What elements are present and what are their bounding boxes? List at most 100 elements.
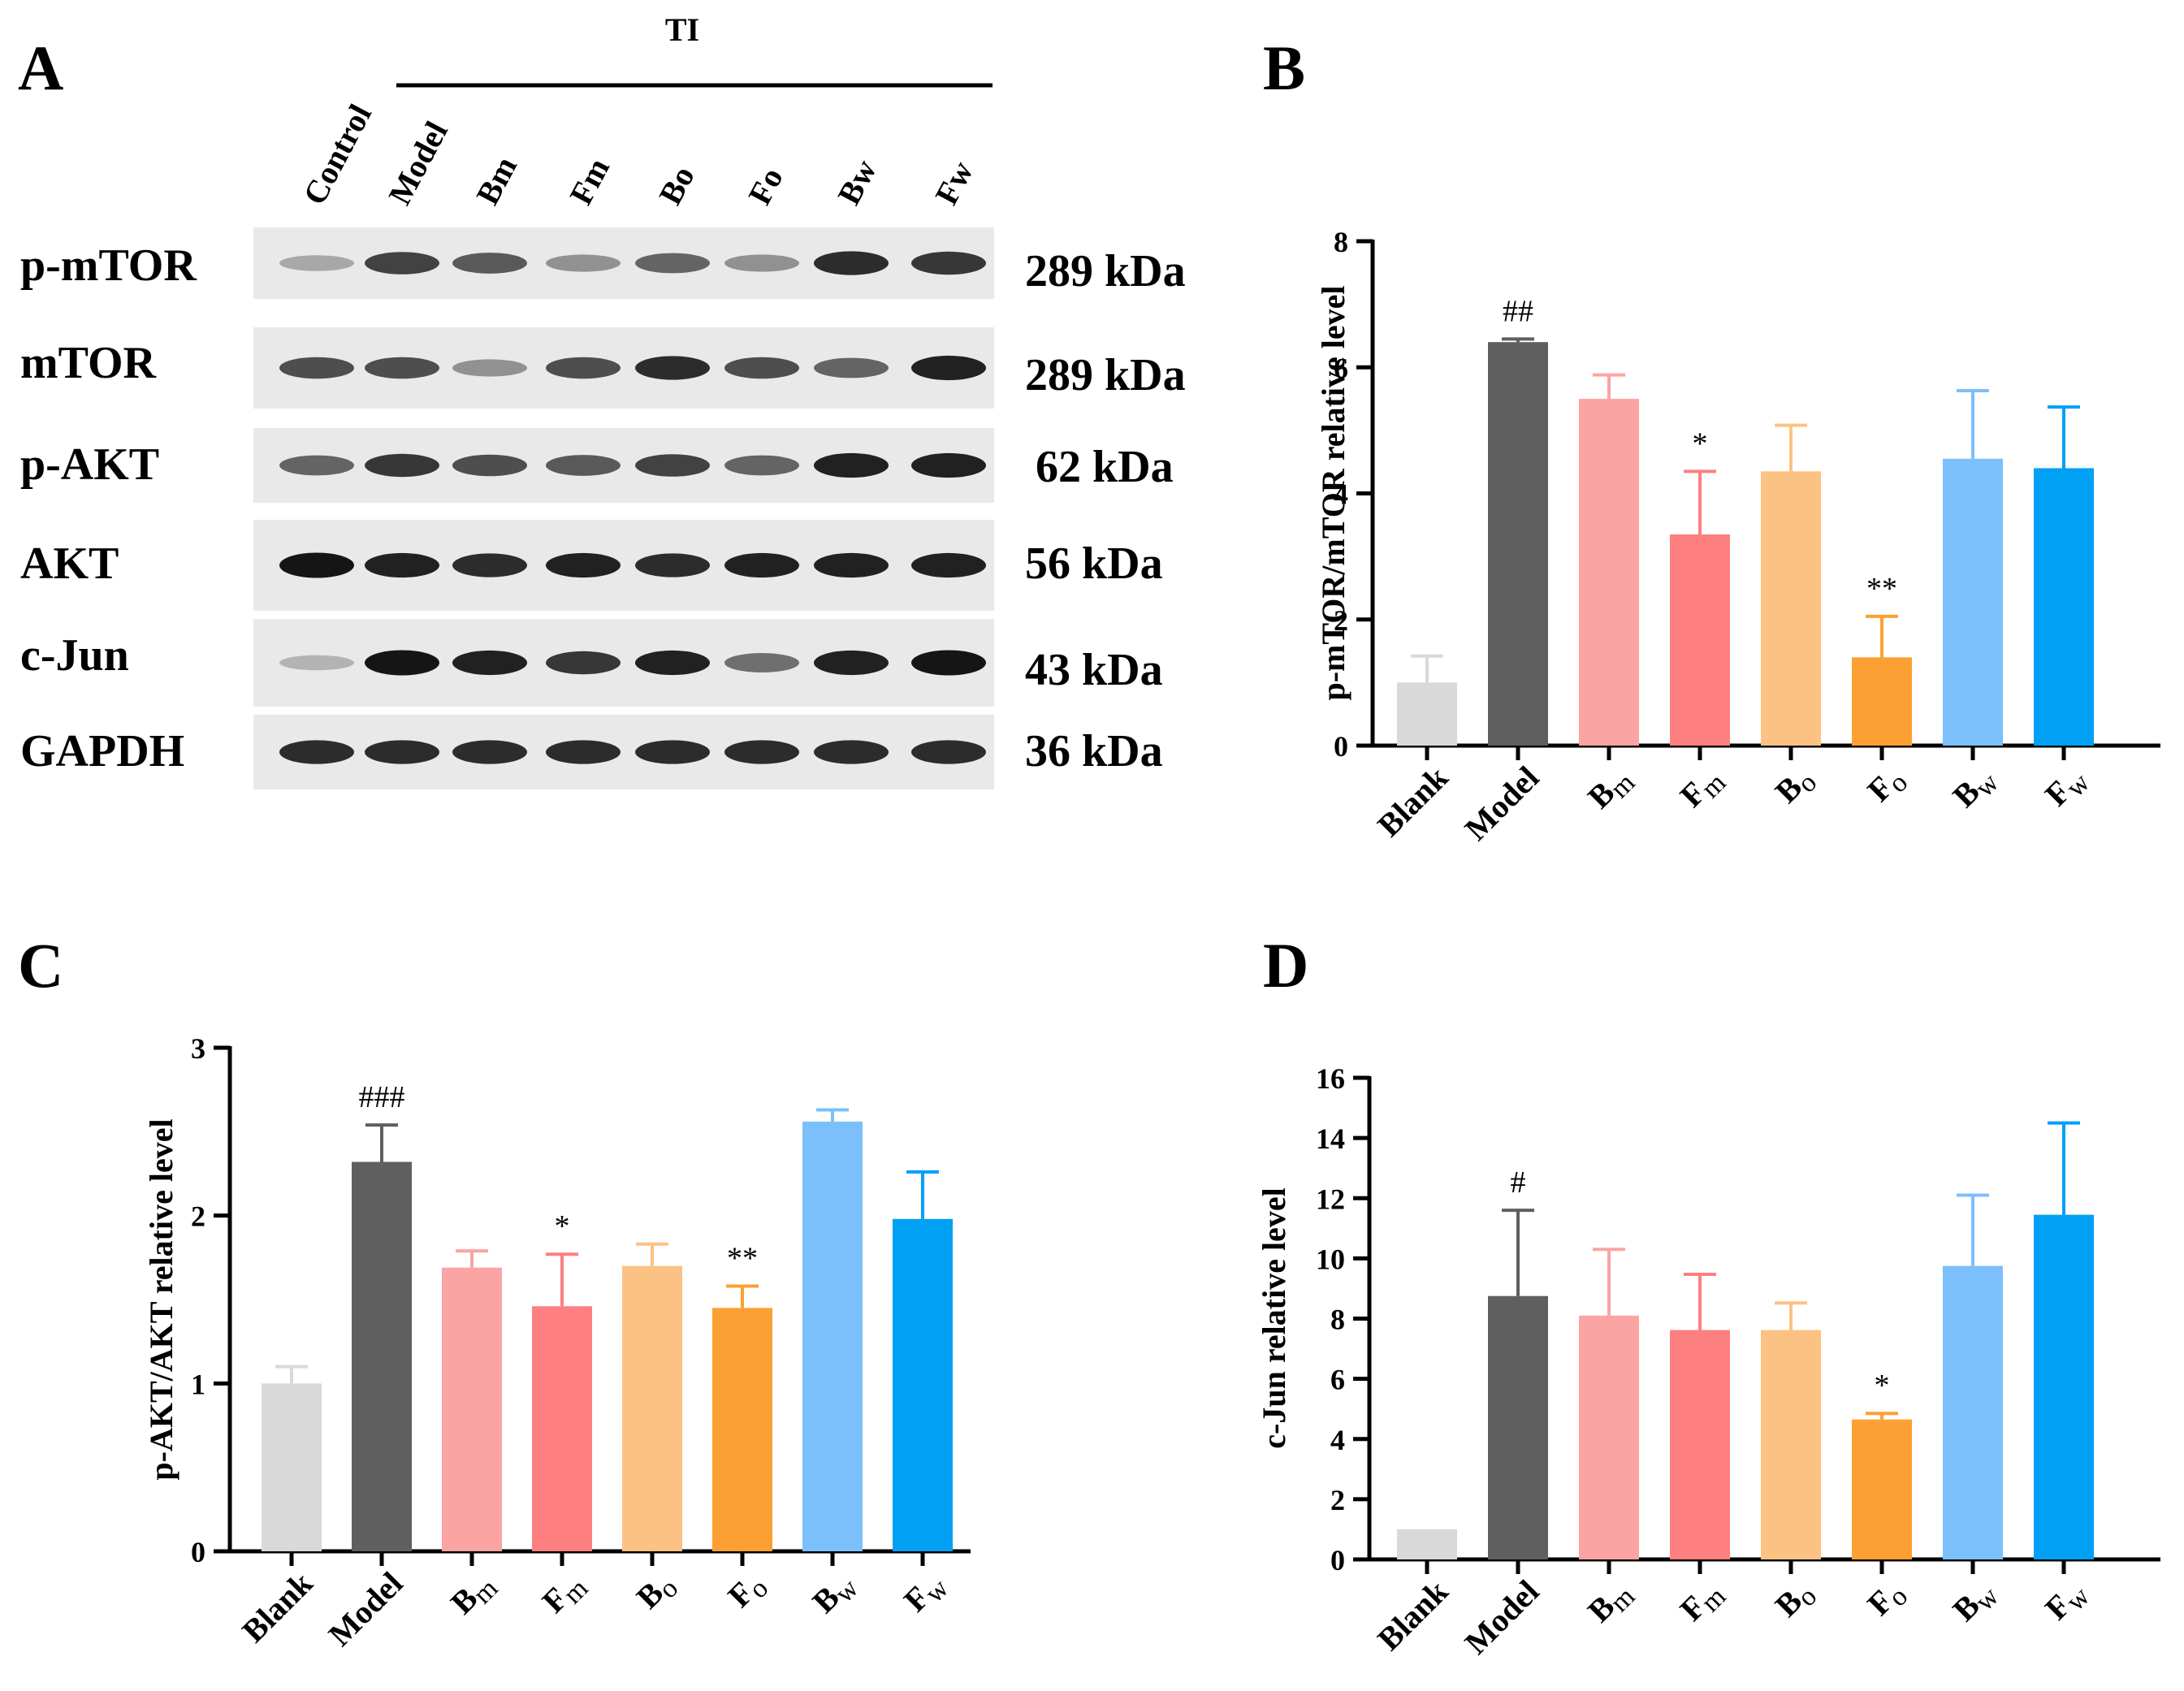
blot-row-p-akt: p-AKT 62 kDa (20, 428, 1174, 503)
band-fm (546, 651, 621, 675)
x-label-bw: Bw (1945, 1572, 2005, 1632)
protein-label: p-mTOR (20, 240, 197, 291)
band-fm (546, 740, 621, 764)
x-label-blank: Blank (235, 1564, 320, 1650)
band-bw (814, 357, 889, 378)
x-label-model: Model (1458, 1573, 1546, 1662)
x-label-fm: Fm (535, 1565, 595, 1624)
bar-bm (1579, 1315, 1639, 1559)
y-tick-label: 6 (1330, 1364, 1345, 1396)
lane-label-bw: Bw (830, 154, 884, 210)
blot-row-c-jun: c-Jun 43 kDa (20, 619, 1163, 707)
band-model (365, 252, 439, 275)
significance-marker: # (1511, 1166, 1526, 1200)
x-label-bo: Bo (629, 1565, 685, 1620)
blot-group-label: TI (665, 11, 699, 48)
y-tick-label: 14 (1316, 1122, 1345, 1155)
bar-blank (262, 1383, 322, 1551)
bar-blank (1397, 1529, 1457, 1559)
x-label-bo: Bo (1768, 1573, 1823, 1628)
y-axis-label: p-mTOR/mTOR relative level (1315, 285, 1351, 700)
band-fo (724, 455, 799, 476)
x-label-model: Model (1458, 759, 1546, 848)
y-tick-label: 2 (1334, 604, 1348, 637)
x-label-bw: Bw (805, 1564, 864, 1624)
band-control (279, 455, 354, 476)
bar-bm (442, 1267, 502, 1551)
protein-label: GAPDH (20, 726, 184, 776)
band-bo (635, 740, 710, 764)
y-axis-label: p-AKT/AKT relative level (143, 1118, 179, 1480)
band-fo (724, 740, 799, 764)
blot-row-akt: AKT 56 kDa (20, 520, 1163, 611)
band-fo (724, 552, 799, 578)
band-bo (635, 356, 710, 380)
lane-label-fw: Fw (928, 155, 980, 210)
y-tick-label: 0 (191, 1536, 205, 1568)
kda-label: 36 kDa (1025, 726, 1163, 776)
band-control (279, 655, 354, 671)
chart-c-jun: 0 2 4 6 8 10 12 14 16 c-Jun relative level Blank # M… (1256, 1062, 2160, 1661)
band-fo (724, 653, 799, 673)
band-bw (814, 552, 889, 578)
x-label-model: Model (322, 1565, 410, 1654)
band-fm (546, 552, 621, 578)
bar-model (352, 1161, 412, 1551)
lane-label-model: Model (381, 115, 455, 210)
band-fo (724, 357, 799, 379)
lane-label-bm: Bm (469, 150, 524, 210)
y-tick-label: 16 (1316, 1062, 1345, 1095)
panel-label-c: C (18, 930, 63, 1001)
bar-fo (1852, 657, 1912, 746)
band-control (279, 552, 354, 578)
x-label-main: Model (1458, 759, 1546, 848)
significance-marker: * (1693, 426, 1708, 461)
y-tick-label: 0 (1330, 1544, 1345, 1576)
band-model (365, 453, 439, 478)
y-tick-label: 8 (1330, 1304, 1345, 1336)
bar-bw (802, 1121, 863, 1551)
significance-marker: * (1875, 1369, 1890, 1403)
significance-marker: ## (1503, 294, 1533, 328)
x-label-bo: Bo (1768, 759, 1823, 815)
band-bo (635, 650, 710, 676)
panel-label-d: D (1263, 930, 1308, 1001)
blot-rows: p-mTOR 289 kDa mTOR 289 kDa p-AKT 62 kDa AKT 56… (20, 227, 1186, 789)
band-fm (546, 254, 621, 272)
blot-row-mtor: mTOR 289 kDa (20, 327, 1186, 409)
band-bo (635, 253, 710, 274)
band-fm (546, 357, 621, 379)
y-tick-label: 10 (1316, 1243, 1345, 1275)
band-bm (452, 650, 527, 676)
kda-label: 62 kDa (1036, 442, 1174, 492)
lane-label-fm: Fm (562, 152, 616, 210)
x-label-main: Blank (235, 1564, 320, 1650)
band-bm (452, 359, 527, 377)
bar-fw (2034, 468, 2094, 746)
band-control (279, 740, 354, 764)
significance-marker: ** (727, 1241, 758, 1275)
band-control (279, 357, 354, 379)
band-model (365, 552, 439, 578)
band-fw (911, 552, 986, 578)
blot-row-gapdh: GAPDH 36 kDa (20, 715, 1163, 789)
bar-bm (1579, 399, 1639, 746)
x-label-bm: Bm (1581, 1573, 1641, 1633)
panel-label-a: A (18, 32, 63, 103)
y-tick-label: 2 (191, 1200, 205, 1233)
band-fw (911, 452, 986, 478)
band-control (279, 255, 354, 271)
band-bw (814, 740, 889, 764)
lane-labels: Control Model Bm Fm Bo Fo Bw Fw (296, 98, 980, 210)
protein-label: mTOR (20, 338, 157, 388)
y-tick-label: 0 (1334, 730, 1348, 763)
bar-bo (1761, 471, 1821, 746)
x-label-fw: Fw (2038, 759, 2096, 817)
band-fw (911, 355, 986, 381)
lane-label-control: Control (296, 98, 378, 210)
bar-bo (1761, 1330, 1821, 1559)
panel-label-b: B (1263, 32, 1305, 103)
kda-label: 43 kDa (1025, 645, 1163, 695)
x-label-fm: Fm (1673, 759, 1732, 819)
band-fm (546, 455, 621, 476)
